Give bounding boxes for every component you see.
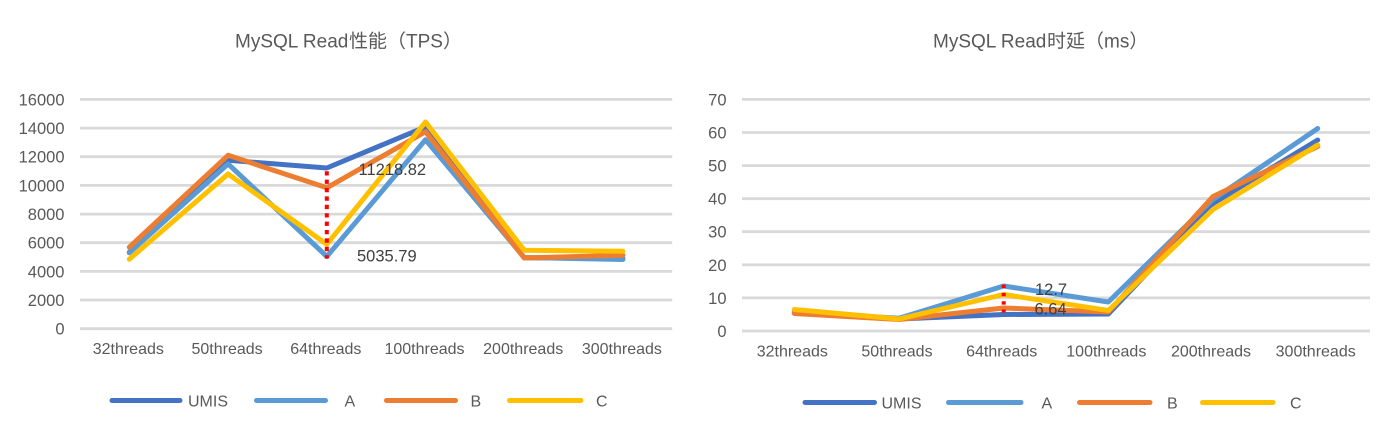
svg-text:6.64: 6.64	[1035, 301, 1067, 319]
svg-text:200threads: 200threads	[483, 341, 563, 358]
svg-text:2000: 2000	[28, 292, 65, 310]
svg-text:8000: 8000	[28, 206, 65, 224]
svg-text:32threads: 32threads	[93, 341, 164, 358]
svg-text:200threads: 200threads	[1171, 344, 1251, 361]
svg-text:6000: 6000	[28, 235, 65, 253]
svg-text:A: A	[345, 393, 356, 410]
svg-text:0: 0	[717, 323, 726, 341]
svg-text:20: 20	[708, 257, 726, 275]
svg-text:16000: 16000	[19, 91, 65, 109]
svg-text:UMIS: UMIS	[882, 395, 922, 412]
svg-text:100threads: 100threads	[384, 341, 464, 358]
svg-text:10: 10	[708, 290, 726, 308]
svg-text:32threads: 32threads	[757, 344, 828, 361]
svg-text:300threads: 300threads	[582, 341, 662, 358]
svg-text:B: B	[471, 393, 482, 410]
svg-text:14000: 14000	[19, 120, 65, 138]
svg-text:C: C	[1290, 395, 1302, 412]
svg-text:A: A	[1042, 395, 1053, 412]
svg-text:50: 50	[708, 158, 726, 176]
svg-text:64threads: 64threads	[966, 344, 1037, 361]
svg-text:70: 70	[708, 91, 726, 109]
svg-text:12.7: 12.7	[1035, 281, 1067, 299]
svg-text:0: 0	[55, 321, 64, 339]
svg-text:10000: 10000	[19, 177, 65, 195]
svg-text:4000: 4000	[28, 263, 65, 281]
svg-text:B: B	[1167, 395, 1178, 412]
svg-text:C: C	[596, 393, 608, 410]
svg-text:60: 60	[708, 125, 726, 143]
svg-text:300threads: 300threads	[1276, 344, 1356, 361]
svg-text:ms: ms	[1104, 32, 1129, 53]
svg-text:50threads: 50threads	[192, 341, 263, 358]
svg-text:TPS: TPS	[406, 32, 443, 53]
svg-text:5035.79: 5035.79	[357, 248, 417, 266]
svg-text:50threads: 50threads	[861, 344, 932, 361]
svg-text:64threads: 64threads	[290, 341, 361, 358]
svg-text:MySQL Read: MySQL Read	[933, 32, 1046, 53]
svg-text:12000: 12000	[19, 149, 65, 167]
svg-text:40: 40	[708, 191, 726, 209]
svg-text:30: 30	[708, 224, 726, 242]
svg-text:11218.82: 11218.82	[359, 161, 427, 179]
svg-text:MySQL Read: MySQL Read	[235, 32, 348, 53]
svg-text:100threads: 100threads	[1066, 344, 1146, 361]
svg-text:UMIS: UMIS	[188, 393, 228, 410]
